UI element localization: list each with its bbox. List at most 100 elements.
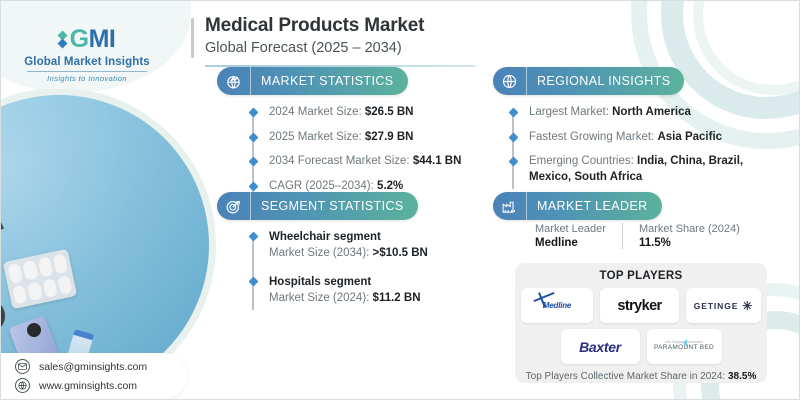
stat-value: 5.2%: [377, 179, 404, 192]
stat-value: $26.5 BN: [364, 106, 414, 118]
market-share-value: 11.5%: [638, 237, 671, 249]
title-text: Medical Products Market: [205, 15, 425, 36]
gmi-tagline: Insights to Innovation: [47, 74, 127, 83]
gmi-letters-mi: MI: [88, 25, 116, 53]
player-logo-stryker[interactable]: stryker: [600, 288, 679, 323]
badge-segment-statistics: SEGMENT STATISTICS: [217, 192, 418, 220]
market-share-caption: Market Share (2024): [638, 223, 740, 235]
list-item: Wheelchair segment Market Size (2034): >…: [249, 229, 479, 261]
target-chart-icon: [217, 192, 251, 220]
paramount-wordmark: PARAMOUNT BED: [653, 344, 714, 352]
contact-website-row[interactable]: www.gminsights.com: [15, 378, 187, 393]
region-value: India, China, Brazil, Mexico, South Afri…: [529, 155, 744, 183]
segment-title: Hospitals segment: [269, 276, 372, 289]
badge-market-statistics: MARKET STATISTICS: [217, 67, 408, 95]
list-item: CAGR (2025–2034): 5.2%: [249, 179, 539, 195]
stat-label: 2024 Market Size:: [269, 106, 365, 118]
getinge-wordmark: GETINGE: [693, 300, 739, 311]
contact-panel: sales@gminsights.com www.gminsights.com: [1, 353, 187, 399]
badge-market-statistics-label: MARKET STATISTICS: [261, 74, 394, 88]
title-divider: [205, 65, 475, 67]
logo-diamonds-icon: [57, 30, 68, 49]
player-logo-medline[interactable]: Medline: [521, 288, 593, 323]
top-players-title: TOP PLAYERS: [599, 270, 683, 282]
top-players-panel: TOP PLAYERS Medline stryker GETINGE ✳ Ba…: [515, 263, 767, 383]
list-item: 2034 Forecast Market Size: $44.1 BN: [249, 154, 539, 170]
globe-icon: [493, 67, 527, 95]
medical-products-photo: [1, 89, 219, 357]
market-leader-caption: Market Leader: [535, 223, 606, 235]
segment-value: $11.2 BN: [372, 292, 421, 305]
globe-chart-icon: [217, 67, 251, 95]
segment-value: >$10.5 BN: [372, 247, 428, 260]
badge-regional-insights-label: REGIONAL INSIGHTS: [537, 74, 671, 88]
gmi-logo: GMI Global Market Insights Insights to I…: [17, 25, 157, 83]
globe-icon: [15, 378, 30, 393]
top-players-footnote: Top Players Collective Market Share in 2…: [526, 371, 757, 382]
contact-website-text: www.gminsights.com: [39, 379, 138, 392]
list-item: Largest Market: North America: [509, 105, 787, 121]
pill-blister-pack: [2, 248, 78, 310]
segment-title: Wheelchair segment: [269, 231, 381, 243]
timeline-line: [512, 110, 514, 190]
market-statistics-list: 2024 Market Size: $26.5 BN 2025 Market S…: [249, 105, 539, 203]
timeline-line: [252, 234, 254, 311]
title-accent-bar: [191, 18, 194, 58]
market-leader-column: Market Leader Medline: [535, 223, 622, 249]
contact-email-text: sales@gminsights.com: [39, 360, 148, 373]
region-label: Fastest Growing Market:: [529, 130, 658, 143]
region-value: North America: [612, 106, 691, 118]
medline-wordmark: Medline: [542, 301, 572, 310]
gmi-wordmark: GMI: [70, 25, 116, 54]
medicine-box: [8, 315, 64, 357]
regional-insights-list: Largest Market: North America Fastest Gr…: [509, 105, 787, 194]
gmi-logo-mark: GMI: [17, 25, 157, 54]
title-subtitle: Global Forecast (2025 – 2034): [205, 40, 402, 56]
badge-market-leader-label: MARKET LEADER: [537, 199, 648, 213]
stat-label: CAGR (2025–2034):: [269, 179, 378, 192]
gmi-letter-g: G: [69, 25, 89, 53]
list-item: Fastest Growing Market: Asia Pacific: [509, 130, 787, 146]
photo-blue-disc: [1, 95, 209, 357]
region-label: Largest Market:: [529, 106, 613, 118]
stethoscope-head: [1, 299, 5, 333]
list-item: Emerging Countries: India, China, Brazil…: [509, 154, 787, 185]
region-label: Emerging Countries:: [529, 155, 638, 168]
factory-icon: [493, 192, 527, 220]
list-item: Hospitals segment Market Size (2024): $1…: [249, 274, 479, 306]
gmi-subtitle: Global Market Insights: [24, 56, 150, 68]
region-value: Asia Pacific: [657, 130, 723, 143]
stat-value: $27.9 BN: [364, 130, 414, 143]
segment-label: Market Size (2034):: [269, 247, 373, 260]
badge-segment-statistics-label: SEGMENT STATISTICS: [261, 199, 404, 213]
stat-label: 2034 Forecast Market Size:: [269, 155, 413, 168]
stethoscope-tube: [1, 184, 22, 306]
segment-label: Market Size (2024):: [269, 292, 373, 305]
player-logo-baxter[interactable]: Baxter: [560, 329, 640, 364]
segment-statistics-list: Wheelchair segment Market Size (2034): >…: [249, 229, 479, 315]
stryker-wordmark: stryker: [617, 297, 662, 314]
gmi-logo-rule: [27, 71, 147, 72]
market-leader-details: Market Leader Medline Market Share (2024…: [535, 223, 756, 249]
top-players-row-1: Medline stryker GETINGE ✳: [521, 288, 761, 323]
footnote-value: 38.5%: [727, 371, 757, 382]
footnote-label: Top Players Collective Market Share in 2…: [525, 371, 728, 382]
market-leader-value: Medline: [535, 237, 578, 249]
contact-email-row[interactable]: sales@gminsights.com: [15, 359, 187, 374]
stat-label: 2025 Market Size:: [269, 130, 365, 143]
badge-regional-insights: REGIONAL INSIGHTS: [493, 67, 685, 95]
medicine-box-cap: [25, 321, 43, 339]
baxter-wordmark: Baxter: [579, 338, 621, 355]
page-title: Medical Products Market Global Forecast …: [191, 15, 475, 67]
list-item: 2024 Market Size: $26.5 BN: [249, 105, 539, 121]
list-item: 2025 Market Size: $27.9 BN: [249, 130, 539, 146]
getinge-asterisk-icon: ✳: [742, 298, 754, 313]
market-share-column: Market Share (2024) 11.5%: [621, 223, 756, 249]
badge-market-leader: MARKET LEADER: [493, 192, 662, 220]
player-logo-getinge[interactable]: GETINGE ✳: [686, 288, 761, 323]
top-players-row-2: Baxter Life Support Innovation PARAMOUNT…: [560, 329, 722, 364]
stat-value: $44.1 BN: [412, 155, 462, 168]
player-logo-paramount-bed[interactable]: Life Support Innovation PARAMOUNT BED: [646, 329, 722, 364]
envelope-icon: [15, 359, 30, 374]
